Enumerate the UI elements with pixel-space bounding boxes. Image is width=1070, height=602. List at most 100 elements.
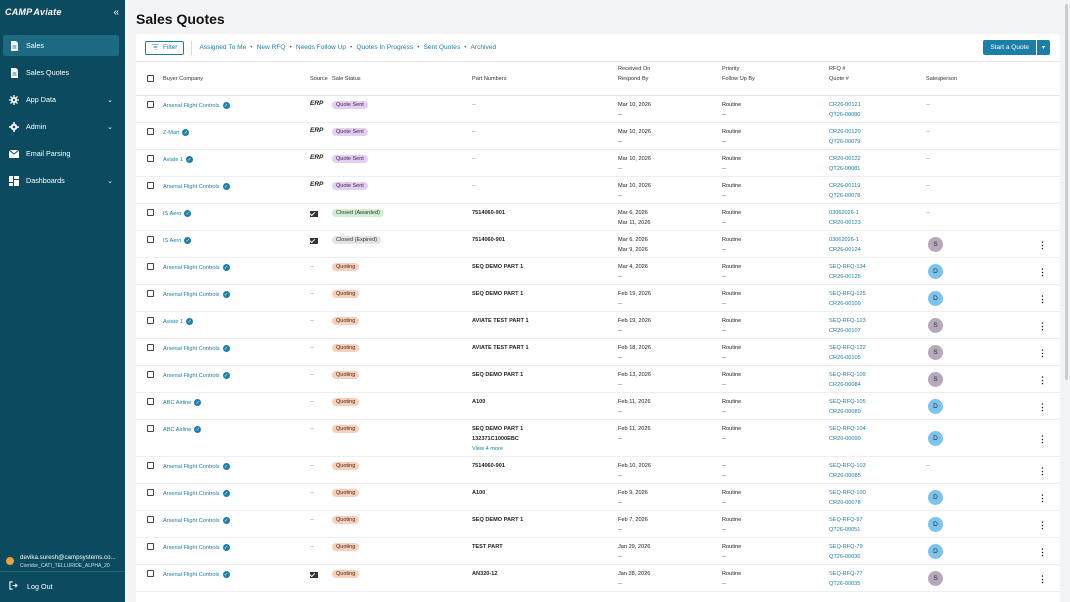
rfq-number-link[interactable]: SEQ-RFQ-97 [829,517,863,523]
row-checkbox[interactable] [147,128,154,135]
table-row[interactable]: Arsenal Flight Controls ✓ -- Quoting AVIATE … [136,339,1060,366]
row-menu-icon[interactable]: ⋮ [1038,374,1047,385]
logout-button[interactable]: Log Out [3,578,59,594]
table-row[interactable]: IS Aero ✓ Closed (Expired) 7514060-901 Mar 6… [136,231,1060,258]
start-quote-button[interactable]: Start a Quote [983,40,1036,55]
rfq-number-link[interactable]: SEQ-RFQ-109 [829,372,866,378]
quick-filter-new-rfq[interactable]: New RFQ [256,44,286,51]
row-checkbox[interactable] [147,570,154,577]
table-row[interactable]: Arsenal Flight Controls ✓ -- Quoting SEQ DEM… [136,366,1060,393]
row-checkbox[interactable] [147,543,154,550]
rfq-number-link[interactable]: SEQ-RFQ-100 [829,490,866,496]
table-row[interactable]: Arsenal Flight Controls ✓ ERP Quote Sent -- M… [136,96,1060,123]
rfq-number-link[interactable]: 03062026-1 [829,210,859,216]
rfq-number-link[interactable]: SEQ-RFQ-125 [829,291,866,297]
view-more-link[interactable]: View 4 more [472,446,503,452]
row-menu-icon[interactable]: ⋮ [1038,546,1047,557]
quote-number-link[interactable]: CR26-00090 [829,436,861,442]
col-priority[interactable]: Priority [722,66,740,72]
quote-number-link[interactable]: CR26-00123 [829,220,861,226]
table-row[interactable]: Arsenal Flight Controls ✓ ERP Quote Sent -- M… [136,177,1060,204]
sidebar-item-admin[interactable]: Admin ⌄ [3,116,119,137]
rfq-number-link[interactable]: SEQ-RFQ-122 [829,345,866,351]
salesperson-avatar[interactable]: D [928,399,943,414]
rfq-number-link[interactable]: CR26-00119 [829,183,861,189]
row-menu-icon[interactable]: ⋮ [1038,433,1047,444]
table-row[interactable]: Arsenal Flight Controls ✓ -- Quoting TEST PA… [136,538,1060,565]
col-rfq-number[interactable]: RFQ # [829,66,846,72]
table-row[interactable]: Arsenal Flight Controls ✓ Quoting AN320-12 J… [136,565,1060,592]
buyer-company-link[interactable]: Arsenal Flight Controls ✓ [163,517,230,524]
table-row[interactable]: ABC Airline ✓ -- Quoting A100 Feb 11, 2026 -- R… [136,393,1060,420]
select-all-checkbox[interactable] [147,75,154,82]
row-menu-icon[interactable]: ⋮ [1038,401,1047,412]
sidebar-item-sales-quotes[interactable]: Sales Quotes [3,62,119,83]
salesperson-avatar[interactable]: S [928,318,943,333]
scrollbar[interactable] [1065,4,1068,380]
col-sale-status[interactable]: Sale Status [332,76,361,82]
quote-number-link[interactable]: CR26-00085 [829,473,861,479]
quick-filter-sent-quotes[interactable]: Sent Quotes [423,44,461,51]
salesperson-avatar[interactable]: D [928,291,943,306]
buyer-company-link[interactable]: IS Aero ✓ [163,237,192,244]
buyer-company-link[interactable]: Aviate 1 ✓ [163,318,194,325]
quick-filter-quotes-in-progress[interactable]: Quotes In Progress [356,44,414,51]
rfq-number-link[interactable]: CR26-00120 [829,129,861,135]
sidebar-item-dashboards[interactable]: Dashboards ⌄ [3,170,119,191]
rfq-number-link[interactable]: 03062026-1 [829,237,859,243]
row-checkbox[interactable] [147,516,154,523]
filter-button[interactable]: Filter [145,40,185,55]
row-menu-icon[interactable]: ⋮ [1038,492,1047,503]
start-quote-dropdown-button[interactable]: ▾ [1037,40,1050,55]
quick-filter-needs-follow-up[interactable]: Needs Follow Up [295,44,347,51]
quote-number-link[interactable]: CR26-00124 [829,247,861,253]
quote-number-link[interactable]: CR26-00078 [829,500,861,506]
row-checkbox[interactable] [147,425,154,432]
buyer-company-link[interactable]: IS Aero ✓ [163,210,192,217]
buyer-company-link[interactable]: Arsenal Flight Controls ✓ [163,372,230,379]
buyer-company-link[interactable]: ABC Airline ✓ [163,399,202,406]
rfq-number-link[interactable]: SEQ-RFQ-104 [829,426,866,432]
row-checkbox[interactable] [147,290,154,297]
row-checkbox[interactable] [147,371,154,378]
salesperson-avatar[interactable]: D [928,517,943,532]
row-checkbox[interactable] [147,263,154,270]
salesperson-avatar[interactable]: D [928,431,943,446]
rfq-number-link[interactable]: SEQ-RFQ-77 [829,571,863,577]
salesperson-avatar[interactable]: S [928,372,943,387]
table-row[interactable]: Arsenal Flight Controls ✓ -- Quoting SEQ DEM… [136,285,1060,312]
quote-number-link[interactable]: QT26-00051 [829,527,861,533]
buyer-company-link[interactable]: ABC Airline ✓ [163,426,202,433]
quote-number-link[interactable]: CR26-00105 [829,355,861,361]
rfq-number-link[interactable]: CR26-00122 [829,156,861,162]
table-row[interactable]: Arsenal Flight Controls ✓ -- Quoting A100 Feb… [136,484,1060,511]
table-row[interactable]: IS Aero ✓ Closed (Awarded) 7514060-901 Mar 6… [136,204,1060,231]
row-menu-icon[interactable]: ⋮ [1038,239,1047,250]
col-salesperson[interactable]: Salesperson [926,76,958,82]
row-menu-icon[interactable]: ⋮ [1038,465,1047,476]
row-checkbox[interactable] [147,462,154,469]
col-quote-number[interactable]: Quote # [829,76,849,82]
rfq-number-link[interactable]: SEQ-RFQ-79 [829,544,863,550]
row-checkbox[interactable] [147,101,154,108]
rfq-number-link[interactable]: CR26-00121 [829,102,861,108]
rfq-number-link[interactable]: SEQ-RFQ-103 [829,463,866,469]
row-menu-icon[interactable]: ⋮ [1038,320,1047,331]
rfq-number-link[interactable]: SEQ-RFQ-105 [829,399,866,405]
quote-number-link[interactable]: CR26-00107 [829,328,861,334]
buyer-company-link[interactable]: Arsenal Flight Controls ✓ [163,264,230,271]
buyer-company-link[interactable]: Arsenal Flight Controls ✓ [163,490,230,497]
col-respond-by[interactable]: Respond By [618,76,649,82]
buyer-company-link[interactable]: Arsenal Flight Controls ✓ [163,183,230,190]
buyer-company-link[interactable]: Z-Mart ✓ [163,129,190,136]
col-source[interactable]: Source [310,76,328,82]
buyer-company-link[interactable]: Arsenal Flight Controls ✓ [163,102,230,109]
sidebar-item-sales[interactable]: Sales [3,35,119,56]
salesperson-avatar[interactable]: S [928,345,943,360]
buyer-company-link[interactable]: Arsenal Flight Controls ✓ [163,345,230,352]
quote-number-link[interactable]: CR26-00125 [829,274,861,280]
quote-number-link[interactable]: CR26-00109 [829,301,861,307]
row-checkbox[interactable] [147,182,154,189]
table-row[interactable]: Aviate 1 ✓ ERP Quote Sent -- Mar 10, 2026 -- Ro… [136,150,1060,177]
table-row[interactable]: Aviate 1 ✓ -- Quoting AVIATE TEST PART 1 Feb … [136,312,1060,339]
